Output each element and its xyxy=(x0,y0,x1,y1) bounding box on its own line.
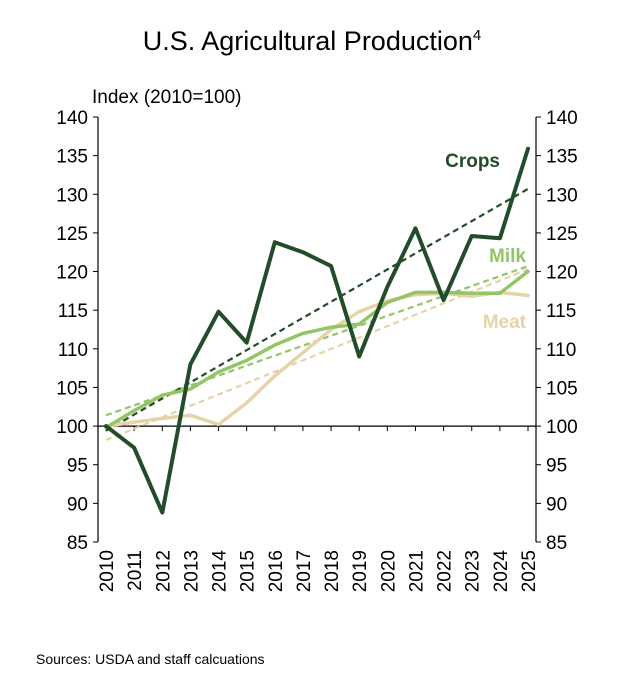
y-tick-left-label: 130 xyxy=(56,185,88,206)
plot-area: 85 85 90 90 95 95 100 100 105 105 110 110 115 115 120 1… xyxy=(56,108,577,592)
y-tick-left-label: 110 xyxy=(58,340,88,361)
chart-title: U.S. Agricultural Production4 xyxy=(143,26,482,56)
x-tick-label: 2018 xyxy=(322,550,343,592)
series-line-milk xyxy=(104,269,530,430)
series-line-crops xyxy=(104,146,530,515)
trend-line-meat xyxy=(105,268,529,442)
y-tick-right-label: 85 xyxy=(546,533,567,554)
series-label-milk: Milk xyxy=(489,246,526,267)
y-tick-right-label: 130 xyxy=(546,185,578,206)
y-tick-left-label: 120 xyxy=(56,263,88,284)
source-note: Sources: USDA and staff calcuations xyxy=(36,651,265,667)
series-label-meat: Meat xyxy=(483,312,527,333)
x-tick-label: 2015 xyxy=(238,550,259,592)
x-tick-label: 2012 xyxy=(153,550,174,592)
x-tick-label: 2016 xyxy=(266,550,287,592)
y-tick-right-label: 110 xyxy=(546,340,576,361)
series-line-meat xyxy=(104,290,530,428)
y-tick-left-label: 140 xyxy=(56,108,88,129)
y-tick-right-label: 140 xyxy=(546,108,578,129)
y-tick-left-label: 100 xyxy=(56,417,88,438)
y-tick-left-label: 85 xyxy=(67,533,88,554)
x-tick-label: 2024 xyxy=(491,550,512,593)
y-tick-right-label: 100 xyxy=(546,417,578,438)
y-tick-right-label: 90 xyxy=(546,494,567,515)
y-tick-right-label: 95 xyxy=(546,456,567,477)
y-axis-label: Index (2010=100) xyxy=(92,87,241,108)
y-tick-right-label: 115 xyxy=(546,301,576,322)
y-tick-left-label: 105 xyxy=(56,378,88,399)
x-tick-label: 2023 xyxy=(463,550,484,592)
y-tick-left-label: 90 xyxy=(67,494,88,515)
x-tick-label: 2025 xyxy=(519,550,540,592)
y-tick-left-label: 135 xyxy=(56,147,88,168)
chart-title-text: U.S. Agricultural Production xyxy=(143,26,473,56)
x-tick-label: 2017 xyxy=(294,550,315,592)
y-tick-left-label: 125 xyxy=(56,224,88,245)
y-tick-left-label: 115 xyxy=(58,301,88,322)
x-tick-label: 2010 xyxy=(97,550,118,592)
x-tick-label: 2013 xyxy=(181,550,202,592)
y-tick-right-label: 105 xyxy=(546,378,578,399)
x-tick-label: 2020 xyxy=(378,550,399,592)
x-tick-label: 2021 xyxy=(406,550,427,592)
y-tick-right-label: 135 xyxy=(546,147,578,168)
x-tick-label: 2011 xyxy=(125,550,146,591)
y-tick-right-label: 125 xyxy=(546,224,578,245)
y-tick-left-label: 95 xyxy=(67,456,88,477)
x-tick-label: 2014 xyxy=(210,550,231,593)
series-label-crops: Crops xyxy=(445,151,500,172)
x-tick-label: 2019 xyxy=(350,550,371,592)
chart-title-superscript: 4 xyxy=(473,27,481,44)
x-tick-label: 2022 xyxy=(435,550,456,592)
y-tick-right-label: 120 xyxy=(546,263,578,284)
